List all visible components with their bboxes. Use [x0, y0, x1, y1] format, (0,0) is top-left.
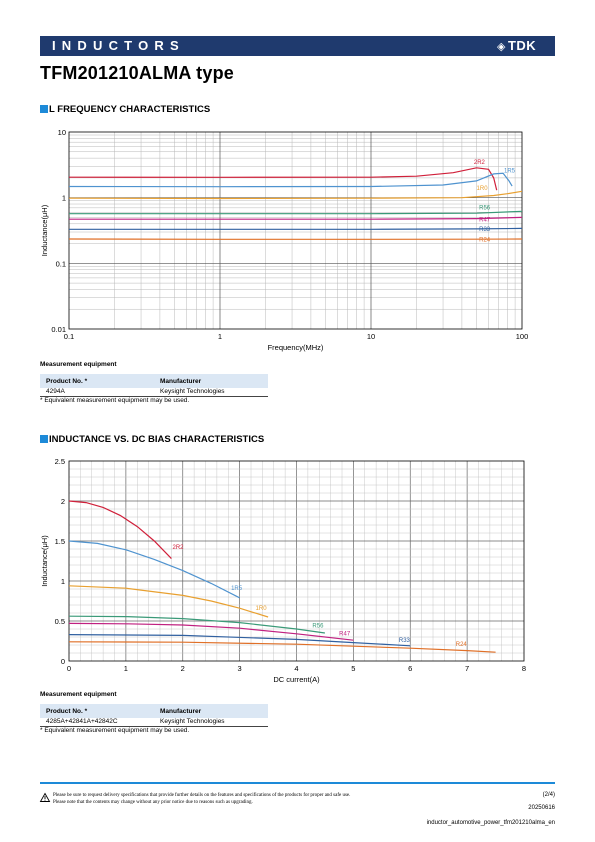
x-tick-label: 10: [367, 332, 375, 341]
x-axis-label: DC current(A): [273, 675, 320, 684]
series-label-R24: R24: [479, 238, 491, 244]
section-square-icon: [40, 104, 48, 113]
tdk-logo-text: TDK: [507, 38, 537, 53]
measurement2-table: Product No. * Manufacturer 4285A+42841A+…: [40, 704, 268, 727]
series-line-R33: [69, 227, 523, 230]
table-row: 4285A+42841A+42842C Keysight Technologie…: [40, 718, 268, 727]
x-tick-label: 0: [67, 664, 71, 673]
section-square-icon: [40, 434, 48, 443]
section2-title-text: INDUCTANCE VS. DC BIAS CHARACTERISTICS: [49, 434, 265, 445]
header-band: [40, 36, 555, 56]
series-label-1R0: 1R0: [256, 606, 268, 612]
section-title-dc-bias: INDUCTANCE VS. DC BIAS CHARACTERISTICS: [40, 434, 264, 445]
x-tick-label: 4: [294, 664, 298, 673]
warning-triangle-icon: [39, 792, 51, 802]
document-name: inductor_automotive_power_tfm201210alma_…: [426, 820, 555, 826]
series-label-2R2: 2R2: [173, 545, 185, 551]
y-tick-label: 1: [62, 194, 66, 203]
x-tick-label: 0.1: [64, 332, 74, 341]
y-tick-label: 2.5: [55, 457, 65, 466]
plot-frame: [68, 460, 525, 662]
y-axis-label: Inductance(μH): [40, 204, 49, 256]
measurement2-header-manufacturer: Manufacturer: [154, 704, 268, 718]
x-tick-label: 8: [522, 664, 526, 673]
measurement2-header-product: Product No. *: [40, 704, 154, 718]
series-label-R56: R56: [479, 206, 491, 212]
y-tick-label: 10: [58, 128, 66, 137]
series-line-R33: [68, 634, 411, 647]
x-tick-label: 100: [516, 332, 529, 341]
footer-line: [40, 782, 555, 784]
series-line-R47: [68, 622, 354, 641]
y-tick-label: 0: [61, 657, 65, 666]
measurement1-manufacturer-cell: Keysight Technologies: [154, 388, 268, 397]
series-label-R47: R47: [339, 631, 351, 637]
x-tick-label: 6: [408, 664, 412, 673]
series-label-1R0: 1R0: [477, 186, 489, 192]
table-row: 4294A Keysight Technologies: [40, 388, 268, 397]
measurement1-product-cell: 4294A: [40, 388, 154, 397]
y-axis-label: Inductance(μH): [40, 535, 49, 587]
series-label-R47: R47: [479, 218, 491, 224]
measurement2-manufacturer-cell: Keysight Technologies: [154, 718, 268, 727]
x-tick-label: 2: [181, 664, 185, 673]
measurement1-header-product: Product No. *: [40, 374, 154, 388]
series-line-R56: [69, 210, 523, 215]
series-line-R47: [69, 216, 523, 220]
x-tick-label: 5: [351, 664, 355, 673]
tdk-logo-mark-icon: ◈: [497, 41, 506, 53]
x-tick-label: 1: [218, 332, 222, 341]
measurement2-product-cell: 4285A+42841A+42842C: [40, 718, 154, 727]
series-line-R56: [68, 615, 325, 634]
series-label-R24: R24: [456, 642, 468, 648]
y-tick-label: 2: [61, 497, 65, 506]
x-axis-label: Frequency(MHz): [268, 343, 324, 352]
series-line-1R0: [68, 585, 269, 618]
y-tick-label: 0.1: [56, 259, 66, 268]
y-tick-label: 0.01: [51, 325, 66, 334]
x-tick-label: 7: [465, 664, 469, 673]
product-title: TFM201210ALMA type: [40, 63, 234, 83]
series-line-2R2: [68, 500, 172, 560]
measurement1-title: Measurement equipment: [40, 361, 117, 368]
page-number: (2/4): [542, 792, 555, 798]
series-label-2R2: 2R2: [474, 160, 486, 166]
tdk-logo: ◈ TDK: [497, 38, 536, 54]
y-tick-label: 0.5: [55, 617, 65, 626]
section1-title-text: L FREQUENCY CHARACTERISTICS: [49, 104, 211, 115]
x-tick-label: 1: [124, 664, 128, 673]
series-label-1R5: 1R5: [231, 586, 243, 592]
series-line-R24: [68, 641, 496, 653]
measurement2-title: Measurement equipment: [40, 691, 117, 698]
series-line-1R0: [68, 190, 523, 200]
series-line-1R5: [68, 540, 240, 599]
series-label-R33: R33: [479, 227, 491, 233]
measurement2-note: * Equivalent measurement equipment may b…: [40, 727, 190, 734]
footer-notice-line2: Please note that the contents may change…: [53, 800, 253, 805]
measurement1-table: Product No. * Manufacturer 4294A Keysigh…: [40, 374, 268, 397]
series-line-1R5: [68, 172, 513, 188]
series-label-R33: R33: [399, 638, 411, 644]
x-tick-label: 3: [238, 664, 242, 673]
measurement1-note: * Equivalent measurement equipment may b…: [40, 397, 190, 404]
header-title: INDUCTORS: [52, 38, 185, 53]
measurement1-header-manufacturer: Manufacturer: [154, 374, 268, 388]
y-tick-label: 1: [61, 577, 65, 586]
series-label-1R5: 1R5: [504, 169, 516, 175]
series-label-R56: R56: [312, 623, 324, 629]
footer-notice-line1: Please be sure to request delivery speci…: [53, 793, 351, 798]
y-tick-label: 1.5: [55, 537, 65, 546]
section-title-frequency: L FREQUENCY CHARACTERISTICS: [40, 104, 210, 115]
plot-frame: [68, 131, 523, 330]
document-date: 20250616: [528, 805, 555, 811]
